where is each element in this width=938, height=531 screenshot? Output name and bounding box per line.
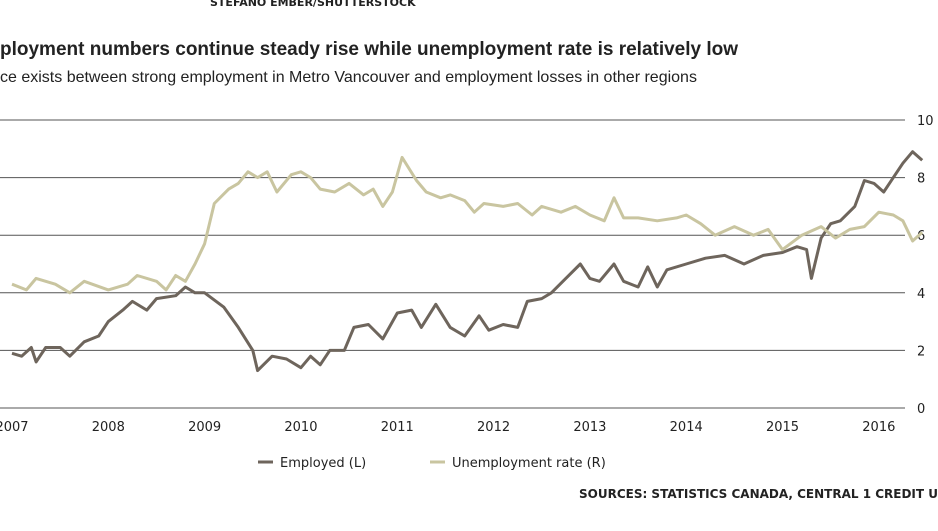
x-tick-label: 2007 [0,420,29,435]
series-line [11,150,924,373]
y2-tick-label: 6 [917,229,925,244]
legend-label: Employed (L) [280,456,366,471]
y2-tick-label: 0 [917,402,925,417]
chart-title: ployment numbers continue steady rise wh… [0,39,738,60]
photo-credit: STEFANO EMBER/SHUTTERSTOCK [210,0,416,9]
source: SOURCES: STATISTICS CANADA, CENTRAL 1 CR… [579,487,938,501]
chart-subtitle: ce exists between strong employment in M… [0,69,697,86]
y2-tick-label: 10 [917,114,934,129]
x-tick-label: 2010 [284,420,317,435]
x-tick-label: 2011 [381,420,414,435]
x-tick-label: 2014 [670,420,703,435]
x-tick-label: 2012 [477,420,510,435]
x-tick-label: 2015 [766,420,799,435]
x-tick-label: 2009 [188,420,221,435]
x-tick-label: 2008 [92,420,125,435]
y2-tick-label: 4 [917,287,925,302]
legend-label: Unemployment rate (R) [452,456,606,471]
y2-tick-label: 8 [917,172,925,187]
series-line [11,155,924,295]
y2-tick-label: 2 [917,344,925,359]
x-tick-label: 2016 [862,420,895,435]
x-tick-label: 2013 [573,420,606,435]
